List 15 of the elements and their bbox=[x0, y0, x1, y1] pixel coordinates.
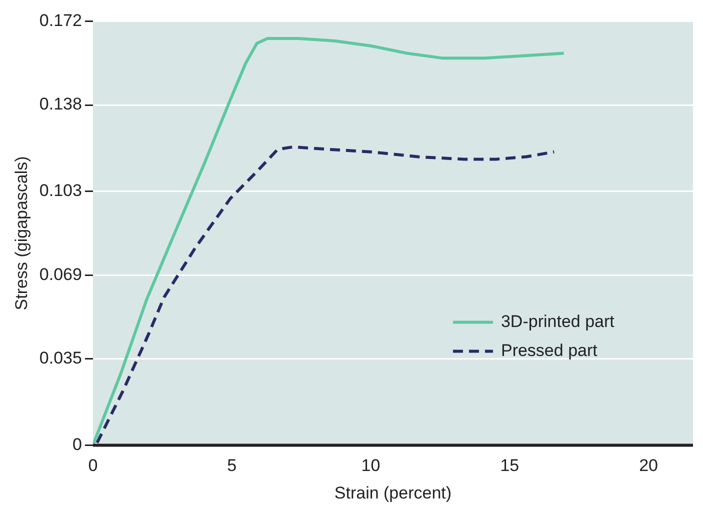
x-tick-label: 10 bbox=[361, 456, 380, 476]
y-tick-label: 0 bbox=[72, 434, 82, 454]
y-tick-label: 0.035 bbox=[39, 348, 82, 368]
legend-label: Pressed part bbox=[500, 340, 598, 360]
y-tick-label: 0.138 bbox=[39, 94, 82, 114]
legend-label: 3D-printed part bbox=[500, 312, 615, 331]
y-tick-label: 0.172 bbox=[39, 10, 82, 30]
x-tick-label: 15 bbox=[500, 456, 520, 476]
y-axis-title: Stress (gigapascals) bbox=[12, 156, 31, 310]
x-tick-label: 5 bbox=[227, 456, 237, 476]
x-tick-label: 20 bbox=[639, 456, 658, 476]
x-axis-title: Strain (percent) bbox=[334, 483, 452, 502]
x-tick-label: 0 bbox=[88, 456, 98, 476]
y-tick-label: 0.103 bbox=[39, 180, 82, 200]
y-tick-label: 0.069 bbox=[39, 264, 82, 284]
